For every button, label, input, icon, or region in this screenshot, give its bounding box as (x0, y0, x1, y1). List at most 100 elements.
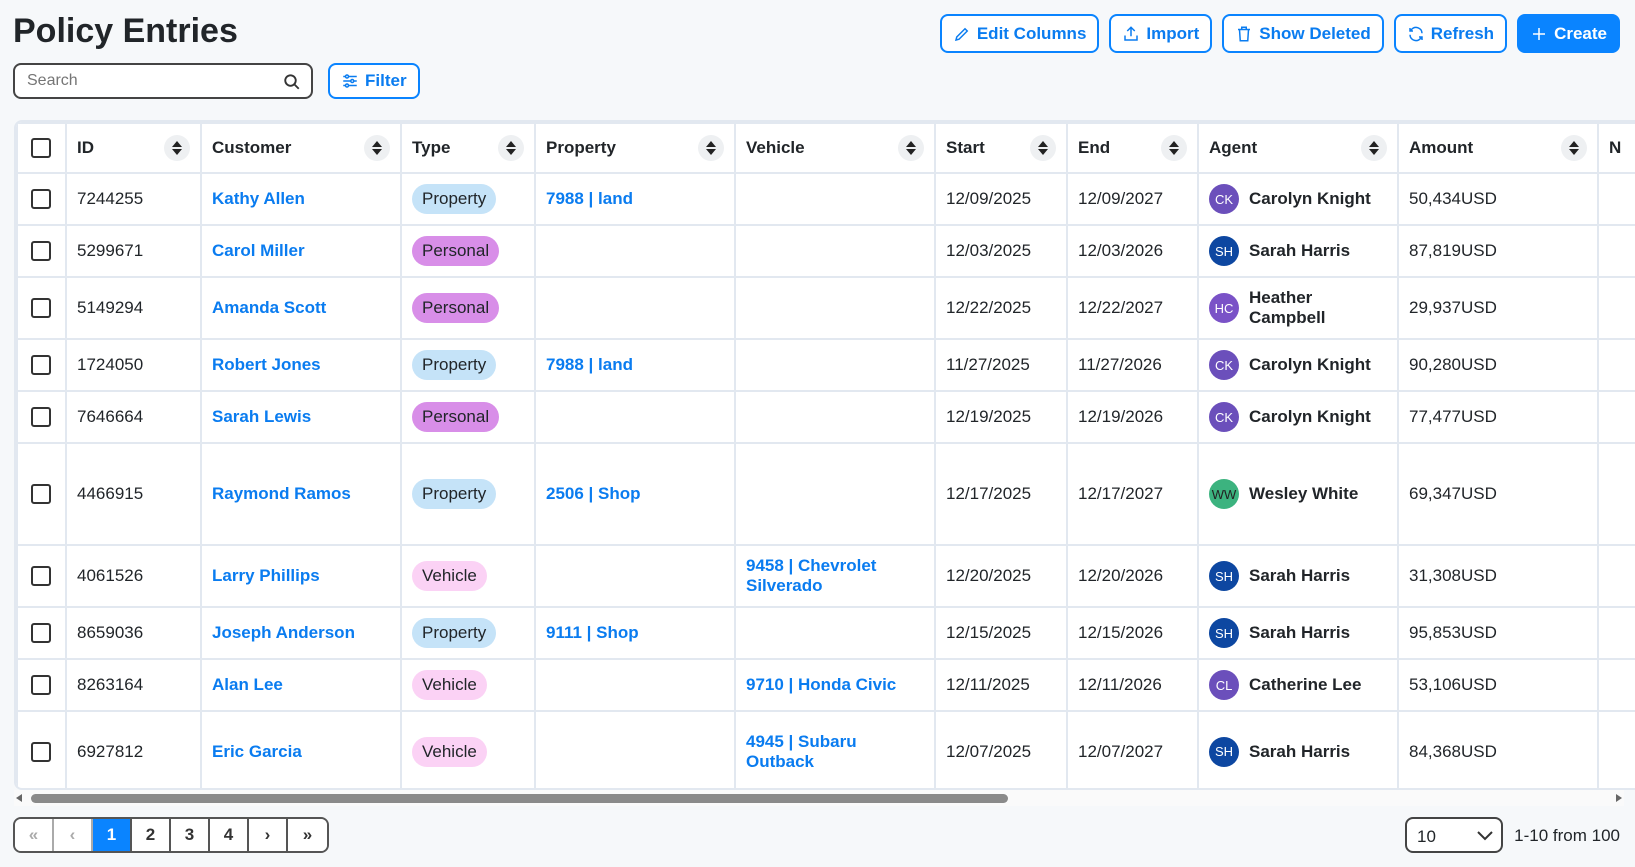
customer-link[interactable]: Carol Miller (212, 241, 305, 260)
column-header-end[interactable]: End (1066, 122, 1199, 174)
search-icon[interactable] (283, 73, 301, 91)
column-header-type[interactable]: Type (400, 122, 536, 174)
amount-cell: 87,819USD (1397, 224, 1599, 278)
filter-button[interactable]: Filter (328, 63, 420, 99)
customer-link[interactable]: Raymond Ramos (212, 484, 351, 503)
customer-link[interactable]: Sarah Lewis (212, 407, 312, 426)
row-checkbox[interactable] (31, 189, 51, 210)
agent: WW Wesley White (1209, 479, 1387, 509)
row-checkbox[interactable] (31, 355, 51, 376)
column-header-n[interactable]: N (1597, 122, 1635, 174)
agent-name: Carolyn Knight (1249, 407, 1371, 426)
customer-link[interactable]: Larry Phillips (212, 566, 320, 585)
start-date: 12/15/2025 (946, 623, 1032, 642)
table-row[interactable]: 8659036 Joseph Anderson Property 9111 | Sho… (16, 606, 1635, 660)
chevron-down-icon (1477, 831, 1493, 841)
sort-icon[interactable] (164, 135, 190, 161)
row-checkbox[interactable] (31, 741, 51, 762)
table-row[interactable]: 4061526 Larry Phillips Vehicle 9458 | Chevr… (16, 544, 1635, 608)
scrollbar-thumb[interactable] (31, 794, 1008, 803)
row-checkbox[interactable] (31, 675, 51, 696)
row-checkbox[interactable] (31, 298, 51, 319)
scroll-right-icon[interactable] (1616, 794, 1622, 802)
row-checkbox[interactable] (31, 566, 51, 587)
select-cell (16, 606, 67, 660)
row-checkbox[interactable] (31, 623, 51, 644)
create-button[interactable]: Create (1517, 14, 1620, 53)
id-cell: 4466915 (65, 442, 202, 546)
column-header-label: End (1078, 138, 1111, 157)
property-link[interactable]: 7988 | land (546, 355, 633, 374)
column-header-label: Amount (1409, 138, 1474, 157)
last-page-button[interactable]: » (288, 819, 327, 851)
customer-link[interactable]: Joseph Anderson (212, 623, 355, 642)
agent-name: Sarah Harris (1249, 566, 1351, 585)
page-1-button[interactable]: 1 (93, 819, 132, 851)
prev-page-button[interactable]: ‹ (54, 819, 93, 851)
row-checkbox[interactable] (31, 241, 51, 262)
end-cell: 12/09/2027 (1066, 172, 1199, 226)
agent: HC Heather Campbell (1209, 288, 1387, 328)
table-row[interactable]: 4466915 Raymond Ramos Property 2506 | Shop 1… (16, 442, 1635, 546)
customer-link[interactable]: Robert Jones (212, 355, 321, 374)
column-header-customer[interactable]: Customer (200, 122, 402, 174)
import-button[interactable]: Import (1109, 14, 1213, 53)
property-link[interactable]: 7988 | land (546, 189, 633, 208)
table-row[interactable]: 5299671 Carol Miller Personal 12/03/2025 12/… (16, 224, 1635, 278)
column-header-start[interactable]: Start (934, 122, 1068, 174)
horizontal-scrollbar[interactable] (14, 790, 1624, 806)
sort-icon[interactable] (1161, 135, 1187, 161)
end-date: 12/20/2026 (1078, 566, 1164, 585)
amount: 50,434USD (1409, 189, 1497, 208)
customer-link[interactable]: Amanda Scott (212, 298, 327, 317)
type-cell: Property (400, 442, 536, 546)
header-content: Agent (1209, 135, 1387, 161)
table-row[interactable]: 6927812 Eric Garcia Vehicle 4945 | Subaru O… (16, 710, 1635, 788)
customer-link[interactable]: Alan Lee (212, 675, 283, 694)
column-header-agent[interactable]: Agent (1197, 122, 1399, 174)
column-header-property[interactable]: Property (534, 122, 736, 174)
row-checkbox[interactable] (31, 407, 51, 428)
show-deleted-button[interactable]: Show Deleted (1222, 14, 1384, 53)
sort-icon[interactable] (1361, 135, 1387, 161)
page-4-button[interactable]: 4 (210, 819, 249, 851)
table-row[interactable]: 5149294 Amanda Scott Personal 12/22/2025 12/… (16, 276, 1635, 340)
column-header-amount[interactable]: Amount (1397, 122, 1599, 174)
scroll-left-icon[interactable] (16, 794, 22, 802)
column-header-vehicle[interactable]: Vehicle (734, 122, 936, 174)
table-row[interactable]: 7244255 Kathy Allen Property 7988 | land 12/… (16, 172, 1635, 226)
vehicle-link[interactable]: 9710 | Honda Civic (746, 675, 897, 694)
sort-icon[interactable] (1561, 135, 1587, 161)
vehicle-link[interactable]: 9458 | Chevrolet Silverado (746, 556, 877, 595)
customer-link[interactable]: Kathy Allen (212, 189, 305, 208)
table-row[interactable]: 7646664 Sarah Lewis Personal 12/19/2025 12/1… (16, 390, 1635, 444)
agent-name: Sarah Harris (1249, 741, 1351, 761)
agent: SH Sarah Harris (1209, 736, 1387, 767)
column-header-id[interactable]: ID (65, 122, 202, 174)
page-3-button[interactable]: 3 (171, 819, 210, 851)
sort-icon[interactable] (364, 135, 390, 161)
page-2-button[interactable]: 2 (132, 819, 171, 851)
sort-icon[interactable] (698, 135, 724, 161)
page-title: Policy Entries (13, 12, 238, 50)
sort-icon[interactable] (1030, 135, 1056, 161)
table-row[interactable]: 1724050 Robert Jones Property 7988 | land 11… (16, 338, 1635, 392)
agent: SH Sarah Harris (1209, 236, 1387, 266)
next-page-button[interactable]: › (249, 819, 288, 851)
page-size-select[interactable]: 10 (1405, 817, 1503, 853)
customer-cell: Kathy Allen (200, 172, 402, 226)
refresh-button[interactable]: Refresh (1393, 14, 1508, 53)
search-input[interactable] (25, 65, 275, 97)
table-row[interactable]: 8263164 Alan Lee Vehicle 9710 | Honda Civic… (16, 658, 1635, 712)
property-link[interactable]: 9111 | Shop (546, 623, 639, 642)
row-checkbox[interactable] (31, 484, 51, 505)
first-page-button[interactable]: « (15, 819, 54, 851)
edit-columns-button[interactable]: Edit Columns (939, 14, 1100, 53)
sort-icon[interactable] (898, 135, 924, 161)
property-link[interactable]: 2506 | Shop (546, 484, 641, 503)
customer-link[interactable]: Eric Garcia (212, 741, 302, 761)
start-cell: 12/07/2025 (934, 710, 1068, 788)
vehicle-link[interactable]: 4945 | Subaru Outback (746, 731, 857, 771)
select-all-checkbox[interactable] (31, 138, 51, 159)
sort-icon[interactable] (498, 135, 524, 161)
